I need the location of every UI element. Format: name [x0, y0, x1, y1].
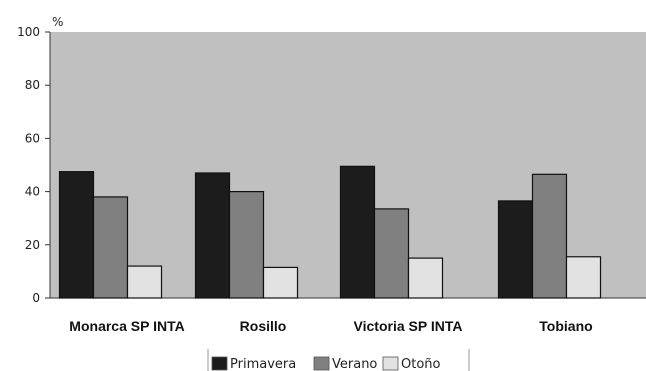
bar-verano-3 — [373, 208, 410, 299]
y-tick-label: 40 — [25, 185, 40, 199]
bar-primavera-3 — [339, 165, 376, 299]
x-category-label: Rosillo — [240, 318, 287, 334]
y-tick-label: 0 — [32, 291, 40, 305]
y-tick-label: 100 — [17, 25, 40, 39]
y-tick-label: 80 — [25, 78, 40, 92]
bar-verano-1 — [92, 196, 129, 299]
legend-swatch — [382, 356, 399, 371]
legend-label: Verano — [332, 357, 377, 371]
x-axis-labels: Monarca SP INTA Rosillo Victoria SP INTA To… — [69, 318, 592, 334]
y-tick-label: 60 — [25, 131, 40, 145]
legend-swatch — [211, 356, 228, 371]
bar-verano-4 — [531, 173, 568, 299]
legend: Primavera Verano Otoño — [207, 349, 470, 371]
bar-primavera-2 — [194, 172, 231, 299]
bar-oto-o-1 — [126, 265, 163, 299]
bar-oto-o-3 — [407, 257, 444, 299]
legend-label: Primavera — [230, 357, 296, 371]
x-category-label: Monarca SP INTA — [69, 318, 184, 334]
bar-primavera-1 — [58, 171, 95, 299]
bar-oto-o-4 — [565, 256, 602, 299]
x-category-label: Victoria SP INTA — [354, 318, 463, 334]
bar-primavera-4 — [497, 200, 534, 299]
bar-verano-2 — [228, 191, 265, 299]
legend-swatch — [313, 356, 330, 371]
legend-label: Otoño — [401, 357, 441, 371]
y-axis-unit-label: % — [52, 15, 63, 29]
x-category-label: Tobiano — [539, 318, 592, 334]
bars — [58, 165, 602, 299]
bar-oto-o-2 — [262, 266, 299, 299]
y-tick-label: 20 — [25, 238, 40, 252]
